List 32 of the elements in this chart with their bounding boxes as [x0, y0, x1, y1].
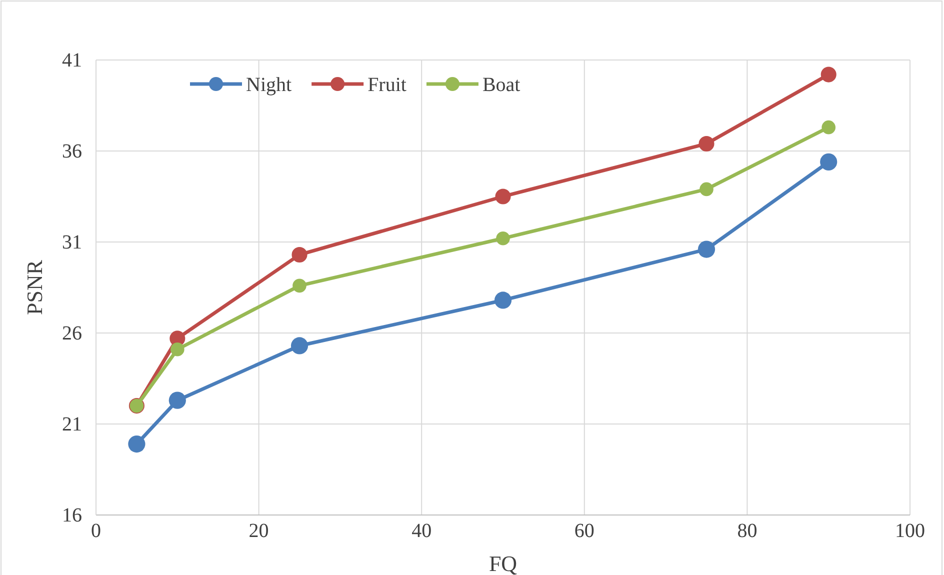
y-tick-label: 36 — [62, 140, 82, 162]
point — [494, 292, 512, 309]
x-tick-label: 0 — [91, 520, 101, 542]
point — [292, 246, 308, 262]
x-tick-label: 60 — [574, 520, 594, 542]
legend-label: Night — [246, 74, 292, 96]
point — [495, 188, 511, 204]
y-axis-title: PSNR — [22, 260, 47, 316]
x-tick-label: 40 — [412, 520, 432, 542]
legend-label: Fruit — [368, 74, 407, 96]
point — [496, 231, 510, 246]
x-tick-label: 100 — [895, 520, 925, 542]
legend-label: Boat — [482, 74, 521, 96]
y-tick-label: 16 — [62, 504, 82, 526]
x-tick-label: 80 — [737, 520, 758, 542]
point — [700, 182, 714, 196]
point — [170, 342, 184, 356]
point — [292, 278, 306, 293]
y-tick-label: 26 — [62, 322, 82, 344]
point — [822, 120, 836, 134]
x-axis-title: FQ — [488, 551, 518, 575]
y-tick-label: 31 — [62, 231, 82, 254]
point — [698, 240, 716, 258]
x-tick-label: 20 — [248, 520, 269, 542]
y-tick-label: 41 — [62, 49, 82, 72]
point — [168, 392, 186, 409]
point — [820, 66, 836, 82]
point — [128, 435, 146, 453]
y-tick-label: 21 — [62, 413, 82, 436]
point — [290, 337, 308, 354]
point — [820, 153, 838, 170]
point — [698, 136, 714, 152]
